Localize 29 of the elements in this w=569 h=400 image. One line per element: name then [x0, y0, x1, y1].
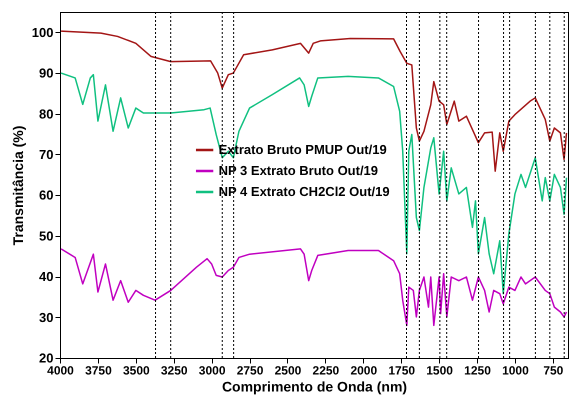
y-tick-label: 80	[39, 106, 54, 122]
x-tick-label: 1500	[426, 364, 454, 378]
legend-label: NP 4 Extrato CH2Cl2 Out/19	[218, 184, 390, 200]
line-series	[60, 72, 568, 294]
x-tick-label: 4000	[47, 364, 74, 378]
x-tick-label: 2250	[312, 364, 340, 378]
x-tick-label: 1250	[464, 364, 492, 378]
x-tick-label: 3500	[122, 364, 150, 378]
x-tick-label: 1000	[502, 364, 530, 378]
x-tick-label: 2750	[236, 364, 264, 378]
x-axis-title: Comprimento de Onda (nm)	[222, 378, 408, 394]
legend-label: NP 3 Extrato Bruto Out/19	[218, 163, 378, 178]
x-tick-label: 750	[543, 364, 564, 378]
line-series	[60, 248, 568, 326]
y-tick-label: 70	[39, 146, 54, 162]
x-tick-label: 3250	[160, 364, 188, 378]
x-tick-label: 3000	[198, 364, 226, 378]
x-tick-label: 2500	[274, 364, 302, 378]
y-tick-label: 40	[39, 269, 54, 284]
x-tick-label: 2000	[350, 364, 378, 378]
y-tick-label: 100	[32, 24, 54, 40]
x-tick-label: 3750	[85, 364, 112, 378]
y-tick-label: 20	[39, 350, 54, 366]
y-tick-label: 90	[39, 66, 54, 81]
y-axis-title: Transmitância (%)	[10, 126, 26, 246]
y-tick-label: 30	[39, 310, 54, 325]
x-tick-label: 1750	[388, 364, 416, 378]
y-tick-label: 50	[39, 228, 54, 244]
y-tick-label: 60	[39, 188, 54, 203]
